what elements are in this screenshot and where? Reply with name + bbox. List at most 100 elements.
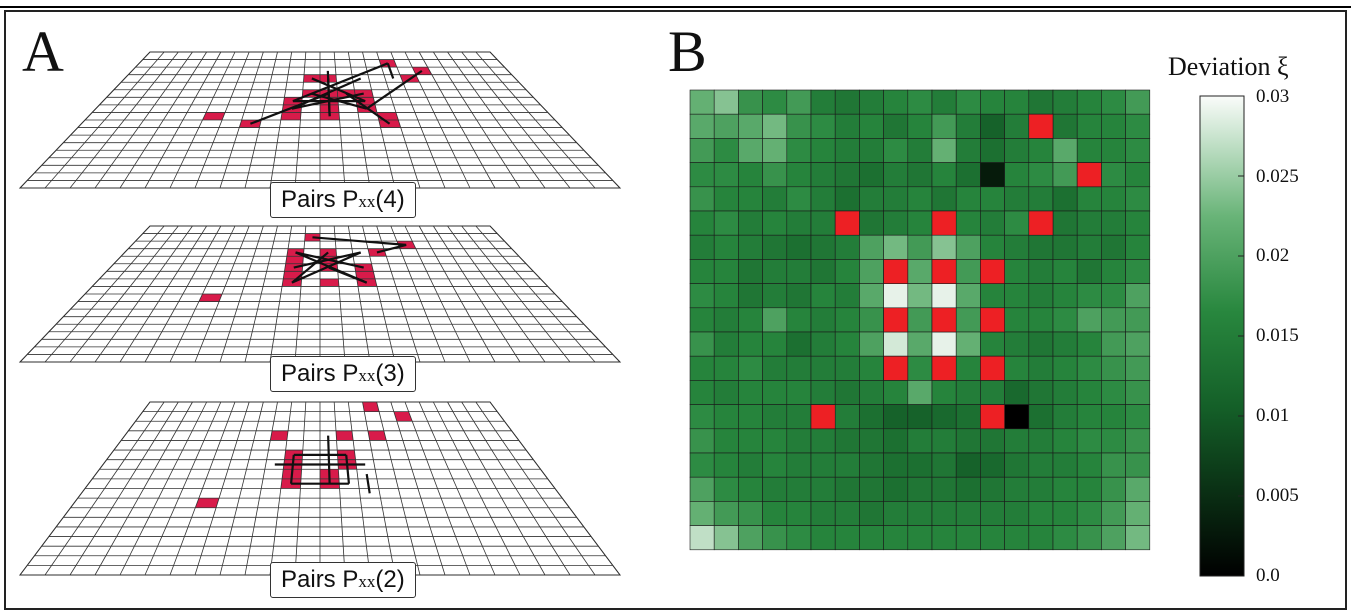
pairs-label-2: Pairs Pxx(2)	[270, 562, 416, 598]
heatmap-cell	[859, 307, 884, 333]
panel-a-lattices	[18, 51, 622, 576]
highlighted-cell	[412, 67, 432, 75]
heatmap-cell	[713, 404, 739, 430]
heatmap-cell	[1028, 89, 1054, 115]
heatmap-cell	[883, 283, 909, 309]
heatmap-cell	[738, 476, 763, 502]
heatmap-cell	[786, 355, 812, 381]
heatmap-cell	[762, 428, 788, 454]
heatmap-cell	[1052, 331, 1078, 357]
heatmap-cell	[1101, 210, 1126, 236]
heatmap-cell	[1052, 113, 1078, 139]
heatmap-cell	[1101, 380, 1126, 405]
heatmap-cell	[738, 89, 763, 115]
panel-b-heatmap	[689, 89, 1245, 577]
heatmap-cell	[1076, 355, 1102, 381]
heatmap-cell	[955, 380, 981, 405]
heatmap-cell	[907, 380, 933, 405]
heatmap-cell	[859, 404, 884, 430]
heatmap-cell	[810, 162, 836, 188]
heatmap-cell	[1004, 501, 1030, 526]
heatmap-cell	[931, 138, 957, 163]
heatmap-cell	[955, 89, 981, 115]
heatmap-cell	[786, 259, 812, 284]
heatmap-cell	[980, 234, 1005, 260]
highlighted-cell	[304, 233, 320, 242]
heatmap-cell	[1028, 234, 1054, 260]
pair-link	[365, 473, 371, 494]
lattice-sheet-0	[18, 51, 622, 189]
heatmap-cell	[810, 380, 836, 405]
pair-link	[295, 251, 364, 269]
heatmap-cell	[738, 210, 763, 236]
heatmap-cell	[786, 428, 812, 454]
heatmap-cell	[689, 138, 715, 163]
heatmap-cell	[1101, 113, 1126, 139]
heatmap-cell	[1052, 476, 1078, 502]
highlighted-cell	[335, 430, 354, 441]
heatmap-cell	[1125, 259, 1151, 284]
heatmap-cell	[980, 138, 1005, 163]
heatmap-cell	[1004, 452, 1030, 478]
heatmap-cell	[689, 234, 715, 260]
heatmap-cell	[1101, 428, 1126, 454]
heatmap-cell	[810, 210, 836, 236]
colorbar-tick: 0.025	[1256, 166, 1299, 187]
heatmap-cell	[738, 113, 763, 139]
heatmap-cell	[931, 234, 957, 260]
colorbar	[1199, 95, 1245, 577]
heatmap-cell	[689, 210, 715, 236]
heatmap-cell	[955, 210, 981, 236]
heatmap-cell	[1125, 404, 1151, 430]
heatmap-cell	[1101, 283, 1126, 309]
heatmap-cell	[1076, 283, 1102, 309]
heatmap-cell	[1076, 138, 1102, 163]
heatmap-red-cell	[810, 404, 836, 430]
heatmap-cell	[931, 283, 957, 309]
heatmap-cell	[1028, 259, 1054, 284]
heatmap-cell	[907, 331, 933, 357]
heatmap-cell	[883, 380, 909, 405]
heatmap-cell	[1028, 307, 1054, 333]
heatmap-cell	[1101, 234, 1126, 260]
heatmap-cell	[1076, 331, 1102, 357]
heatmap-cell	[834, 307, 860, 333]
heatmap-cell	[980, 331, 1005, 357]
pair-link	[250, 92, 330, 125]
heatmap-red-cell	[931, 259, 957, 284]
heatmap-cell	[1004, 234, 1030, 260]
highlighted-cell	[320, 278, 339, 287]
heatmap-cell	[955, 234, 981, 260]
pair-link	[366, 69, 423, 110]
heatmap-cell	[980, 501, 1005, 526]
heatmap-cell	[883, 404, 909, 430]
heatmap-cell	[1052, 380, 1078, 405]
heatmap-red-cell	[980, 355, 1005, 381]
heatmap-cell	[1101, 186, 1126, 212]
heatmap-cell	[834, 138, 860, 163]
heatmap-cell	[1125, 138, 1151, 163]
heatmap-cell	[1052, 138, 1078, 163]
heatmap-cell	[762, 186, 788, 212]
heatmap-cell	[1101, 476, 1126, 502]
highlighted-cell	[320, 248, 337, 257]
heatmap-cell	[713, 283, 739, 309]
heatmap-cell	[762, 476, 788, 502]
colorbar-tick: 0.005	[1256, 485, 1299, 506]
pair-link	[289, 454, 295, 484]
heatmap-cell	[931, 162, 957, 188]
heatmap-cell	[955, 331, 981, 357]
heatmap-cell	[859, 380, 884, 405]
heatmap-cell	[713, 113, 739, 139]
heatmap-cell	[883, 452, 909, 478]
heatmap-cell	[1004, 186, 1030, 212]
heatmap-cell	[883, 138, 909, 163]
heatmap-cell	[786, 380, 812, 405]
heatmap-cell	[762, 259, 788, 284]
heatmap-cell	[1052, 501, 1078, 526]
heatmap-cell	[1028, 355, 1054, 381]
heatmap-cell	[1028, 138, 1054, 163]
heatmap-cell	[1125, 186, 1151, 212]
highlighted-cell	[362, 402, 380, 412]
heatmap-cell	[786, 234, 812, 260]
